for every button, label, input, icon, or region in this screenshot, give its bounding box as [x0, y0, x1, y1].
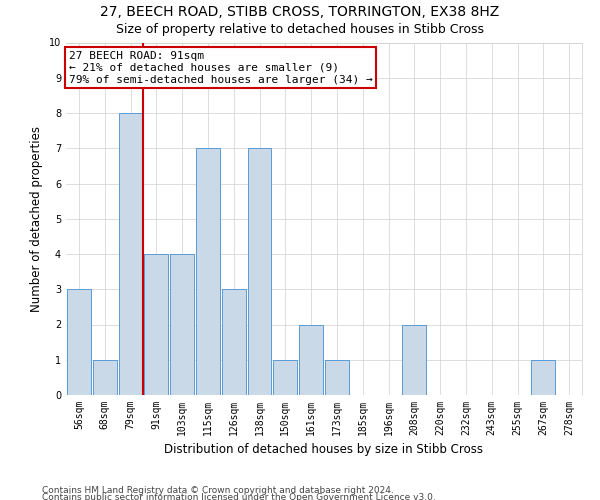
- Bar: [274, 360, 297, 395]
- Bar: [248, 148, 271, 395]
- Bar: [325, 360, 349, 395]
- Y-axis label: Number of detached properties: Number of detached properties: [31, 126, 43, 312]
- Bar: [532, 360, 555, 395]
- Text: Contains HM Land Registry data © Crown copyright and database right 2024.: Contains HM Land Registry data © Crown c…: [42, 486, 394, 495]
- Text: 27 BEECH ROAD: 91sqm
← 21% of detached houses are smaller (9)
79% of semi-detach: 27 BEECH ROAD: 91sqm ← 21% of detached h…: [68, 52, 373, 84]
- Bar: [145, 254, 168, 395]
- Bar: [170, 254, 194, 395]
- Bar: [119, 113, 142, 395]
- Bar: [196, 148, 220, 395]
- X-axis label: Distribution of detached houses by size in Stibb Cross: Distribution of detached houses by size …: [164, 444, 484, 456]
- Text: 27, BEECH ROAD, STIBB CROSS, TORRINGTON, EX38 8HZ: 27, BEECH ROAD, STIBB CROSS, TORRINGTON,…: [100, 5, 500, 19]
- Bar: [403, 324, 426, 395]
- Text: Contains public sector information licensed under the Open Government Licence v3: Contains public sector information licen…: [42, 493, 436, 500]
- Bar: [67, 289, 91, 395]
- Bar: [299, 324, 323, 395]
- Bar: [93, 360, 116, 395]
- Bar: [222, 289, 245, 395]
- Text: Size of property relative to detached houses in Stibb Cross: Size of property relative to detached ho…: [116, 22, 484, 36]
